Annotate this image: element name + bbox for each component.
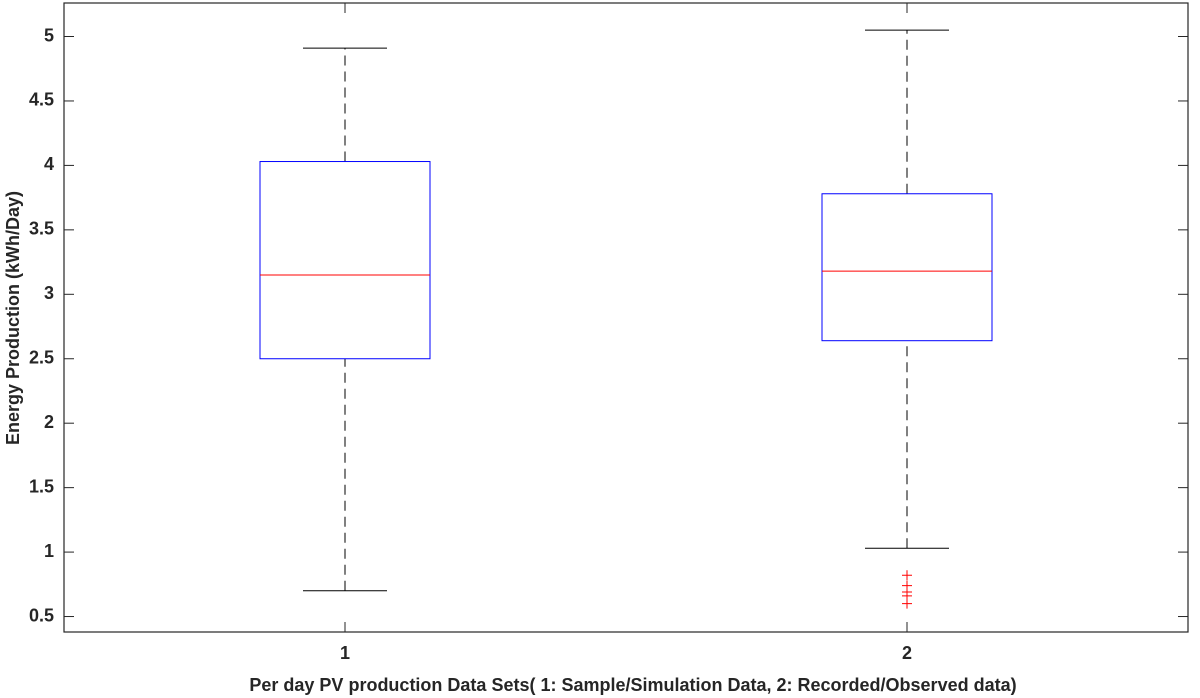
x-tick-label: 2 <box>902 643 912 663</box>
x-axis-label: Per day PV production Data Sets( 1: Samp… <box>249 675 1016 695</box>
x-tick-label: 1 <box>340 643 350 663</box>
box <box>821 193 993 342</box>
y-tick-label: 1.5 <box>29 476 54 496</box>
box <box>259 161 431 360</box>
outlier <box>902 598 912 609</box>
y-axis-label: Energy Production (kWh/Day) <box>3 191 23 445</box>
y-tick-label: 2.5 <box>29 347 54 367</box>
y-tick-label: 4.5 <box>29 90 54 110</box>
y-tick-label: 3 <box>44 283 54 303</box>
outlier <box>902 570 912 581</box>
y-tick-label: 1 <box>44 541 54 561</box>
plot-frame <box>63 2 1189 633</box>
y-tick-label: 0.5 <box>29 605 54 625</box>
y-tick-label: 3.5 <box>29 219 54 239</box>
y-tick-label: 4 <box>44 154 54 174</box>
y-tick-label: 5 <box>44 25 54 45</box>
y-tick-label: 2 <box>44 412 54 432</box>
